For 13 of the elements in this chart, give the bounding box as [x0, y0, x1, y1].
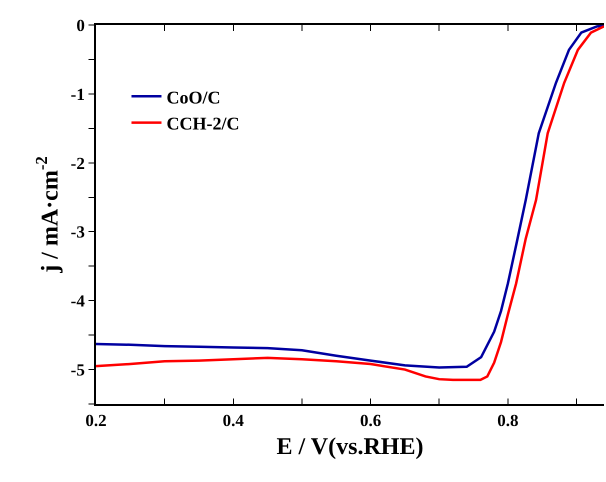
legend-label: CoO/C: [166, 87, 220, 108]
x-tick-label: 0.8: [497, 411, 519, 430]
y-tick-label: -3: [70, 222, 85, 242]
x-axis-title: E / V(vs.RHE): [276, 434, 424, 460]
x-tick-label: 0.4: [222, 411, 244, 430]
y-tick-label: 0: [76, 16, 85, 35]
x-tick-label: 0.6: [360, 411, 382, 430]
x-tick-label: 0.2: [85, 411, 107, 430]
legend-label: CCH-2/C: [166, 114, 240, 134]
y-tick-label: -4: [70, 292, 86, 311]
y-tick-label: -1: [70, 84, 85, 104]
y-tick-label: -5: [70, 360, 85, 380]
y-tick-label: -2: [70, 154, 85, 173]
